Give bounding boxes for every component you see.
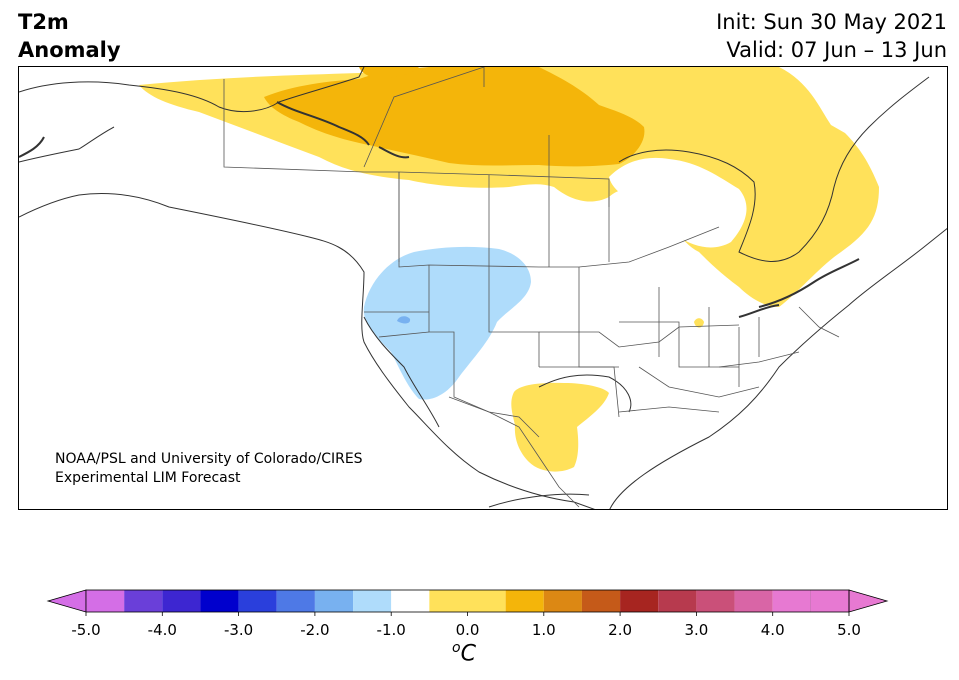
colorbar-cell	[314, 590, 354, 612]
valid-dates: Valid: 07 Jun – 13 Jun	[726, 38, 947, 62]
warm-anomaly-arctic-islands	[359, 67, 419, 79]
map-canvas	[19, 67, 947, 509]
credit-line1: NOAA/PSL and University of Colorado/CIRE…	[55, 451, 363, 467]
init-date: Init: Sun 30 May 2021	[716, 10, 947, 34]
political-borders	[223, 67, 840, 508]
colorbar-cell	[276, 590, 315, 612]
colorbar-cell	[353, 590, 392, 612]
colorbar-cell	[696, 590, 735, 612]
title-line1: T2m	[18, 10, 69, 34]
colorbar-tick-label: 5.0	[837, 621, 861, 639]
colorbar-cell	[543, 590, 582, 612]
colorbar-under-arrow	[46, 589, 87, 613]
colorbar-cell	[581, 590, 621, 612]
colorbar-tick-label: 3.0	[684, 621, 708, 639]
title-line2: Anomaly	[18, 38, 121, 62]
colorbar-cell	[505, 590, 544, 612]
colorbar-tick-label: -5.0	[71, 621, 100, 639]
colorbar-tick-label: -3.0	[224, 621, 253, 639]
warm-anomaly-ohio-spot	[694, 318, 704, 328]
colorbar-cell	[429, 590, 506, 612]
colorbar-cell	[734, 590, 773, 612]
colorbar-tick-label: -2.0	[300, 621, 329, 639]
colorbar-cell	[86, 590, 125, 612]
warm-anomaly-texas	[511, 382, 609, 472]
colorbar-unit: oC	[452, 640, 476, 666]
colorbar-cell	[124, 590, 163, 612]
map-title: T2m Anomaly	[18, 8, 121, 64]
colorbar-ticks: -5.0 -4.0 -3.0 -2.0 -1.0 0.0 1.0 2.0 3.0 4.0 5.0	[71, 612, 861, 639]
credit-line2: Experimental LIM Forecast	[55, 470, 241, 486]
colorbar-tick-label: 4.0	[761, 621, 785, 639]
cold-anomaly-small-spot	[397, 316, 411, 324]
unit-celsius: C	[460, 641, 476, 667]
colorbar-cell	[391, 590, 430, 612]
colorbar-cell	[620, 590, 659, 612]
colorbar-cell	[200, 590, 239, 612]
colorbar-tick-label: 1.0	[532, 621, 556, 639]
degree-symbol: o	[452, 640, 461, 656]
colorbar-cell	[810, 590, 849, 612]
colorbar-over-arrow	[848, 589, 889, 613]
colorbar-cell	[658, 590, 697, 612]
colorbar-cell	[238, 590, 277, 612]
colorbar-cells	[46, 589, 889, 613]
colorbar-cell	[772, 590, 811, 612]
forecast-dates: Init: Sun 30 May 2021 Valid: 07 Jun – 13…	[716, 8, 947, 64]
colorbar-cell	[162, 590, 201, 612]
warm-anomaly-hudson-bay-gap	[609, 157, 747, 248]
colorbar-tick-label: -1.0	[377, 621, 406, 639]
colorbar-tick-label: 2.0	[608, 621, 632, 639]
lakes	[19, 101, 860, 318]
colorbar-tick-label: 0.0	[456, 621, 480, 639]
colorbar-tick-label: -4.0	[148, 621, 177, 639]
anomaly-map: NOAA/PSL and University of Colorado/CIRE…	[18, 66, 948, 510]
coastlines	[19, 67, 947, 509]
map-credit: NOAA/PSL and University of Colorado/CIRE…	[55, 450, 363, 488]
